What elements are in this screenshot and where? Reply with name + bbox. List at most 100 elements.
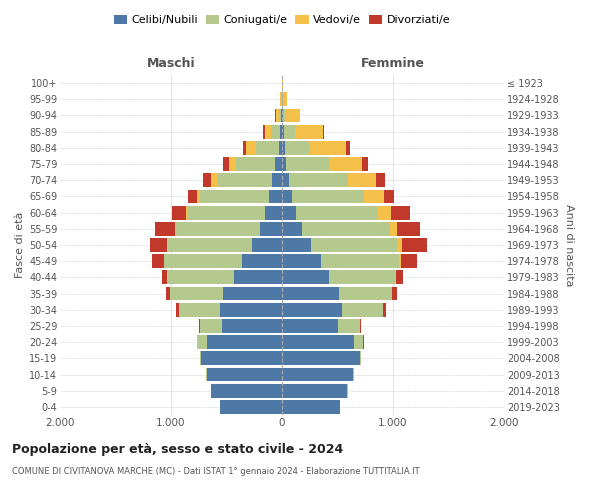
Bar xyxy=(329,157,362,171)
Bar xyxy=(360,352,361,365)
Bar xyxy=(285,108,299,122)
Bar xyxy=(296,206,377,220)
Bar xyxy=(283,92,287,106)
Bar xyxy=(281,108,282,122)
Bar xyxy=(167,238,252,252)
Bar xyxy=(234,270,282,284)
Bar xyxy=(282,190,292,203)
Bar xyxy=(282,157,286,171)
Bar xyxy=(295,125,323,138)
Bar xyxy=(151,238,167,252)
Bar xyxy=(282,238,311,252)
Bar xyxy=(282,303,342,316)
Bar xyxy=(280,92,281,106)
Bar xyxy=(338,286,392,300)
Bar xyxy=(242,254,282,268)
Text: COMUNE DI CIVITANOVA MARCHE (MC) - Dati ISTAT 1° gennaio 2024 - Elaborazione TUT: COMUNE DI CIVITANOVA MARCHE (MC) - Dati … xyxy=(12,468,419,476)
Bar xyxy=(285,141,309,154)
Bar xyxy=(176,303,179,316)
Bar xyxy=(282,108,283,122)
Bar xyxy=(217,174,272,187)
Bar xyxy=(220,400,282,414)
Bar xyxy=(360,319,361,333)
Bar xyxy=(167,270,234,284)
Bar xyxy=(197,336,206,349)
Bar xyxy=(282,319,337,333)
Bar xyxy=(337,319,360,333)
Bar xyxy=(364,190,384,203)
Bar xyxy=(282,125,284,138)
Bar xyxy=(384,190,394,203)
Legend: Celibi/Nubili, Coniugati/e, Vedovi/e, Divorziati/e: Celibi/Nubili, Coniugati/e, Vedovi/e, Di… xyxy=(109,10,455,30)
Bar xyxy=(260,222,282,235)
Bar xyxy=(236,157,275,171)
Bar xyxy=(392,286,397,300)
Bar xyxy=(206,336,282,349)
Bar xyxy=(272,174,282,187)
Bar xyxy=(282,174,289,187)
Bar xyxy=(276,108,279,122)
Bar xyxy=(284,125,295,138)
Bar xyxy=(282,141,285,154)
Bar xyxy=(155,222,175,235)
Bar xyxy=(162,270,167,284)
Bar xyxy=(282,286,338,300)
Bar xyxy=(302,222,389,235)
Bar xyxy=(282,384,347,398)
Bar xyxy=(397,238,402,252)
Bar xyxy=(200,352,201,365)
Bar xyxy=(282,336,354,349)
Bar xyxy=(283,108,285,122)
Bar xyxy=(376,174,385,187)
Bar xyxy=(289,174,348,187)
Bar xyxy=(252,238,282,252)
Bar xyxy=(397,270,403,284)
Bar xyxy=(391,206,410,220)
Bar xyxy=(282,222,302,235)
Bar xyxy=(188,206,265,220)
Bar xyxy=(321,254,398,268)
Bar xyxy=(395,270,397,284)
Bar xyxy=(342,303,383,316)
Bar xyxy=(282,352,360,365)
Text: Femmine: Femmine xyxy=(361,57,425,70)
Bar xyxy=(354,336,363,349)
Bar xyxy=(402,238,427,252)
Bar xyxy=(223,157,229,171)
Bar xyxy=(362,157,368,171)
Bar xyxy=(311,238,397,252)
Bar xyxy=(279,108,281,122)
Bar xyxy=(282,400,340,414)
Bar xyxy=(309,141,346,154)
Bar xyxy=(220,303,282,316)
Bar xyxy=(397,222,419,235)
Bar xyxy=(166,286,170,300)
Bar xyxy=(200,319,222,333)
Bar xyxy=(179,303,220,316)
Bar xyxy=(271,125,280,138)
Bar xyxy=(247,141,256,154)
Bar xyxy=(211,174,217,187)
Bar xyxy=(282,254,321,268)
Bar xyxy=(377,206,391,220)
Bar xyxy=(197,190,200,203)
Bar xyxy=(186,206,188,220)
Bar xyxy=(323,125,324,138)
Bar xyxy=(278,141,282,154)
Bar xyxy=(265,206,282,220)
Bar xyxy=(401,254,418,268)
Bar xyxy=(282,270,329,284)
Bar xyxy=(292,190,364,203)
Bar xyxy=(170,286,223,300)
Y-axis label: Fasce di età: Fasce di età xyxy=(14,212,25,278)
Bar xyxy=(286,157,329,171)
Bar xyxy=(199,319,200,333)
Bar xyxy=(348,174,376,187)
Bar xyxy=(329,270,395,284)
Bar xyxy=(263,125,265,138)
Bar xyxy=(164,254,242,268)
Bar xyxy=(256,141,278,154)
Bar xyxy=(172,206,186,220)
Bar xyxy=(203,174,211,187)
Bar xyxy=(201,352,282,365)
